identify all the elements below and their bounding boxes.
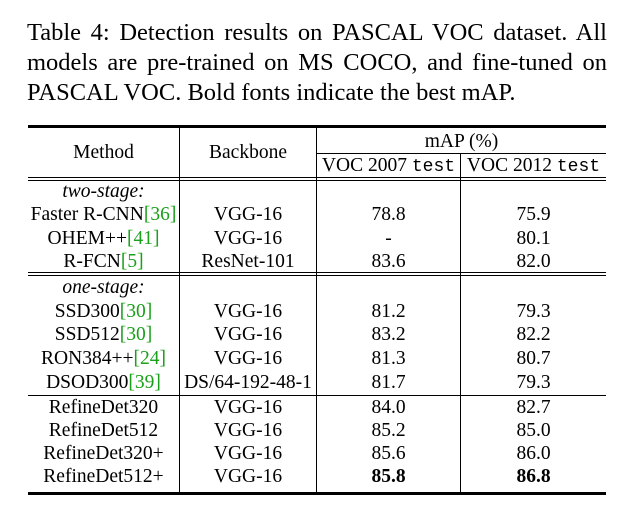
- cell-voc2007: 83.2: [371, 324, 406, 345]
- method-name: RefineDet320+: [43, 443, 164, 464]
- cell-method: R-FCN[5]: [28, 251, 179, 273]
- citation-link[interactable]: [24]: [133, 348, 166, 369]
- caption-line-2: models are pre-trained on MS COCO, and f…: [27, 49, 607, 76]
- method-name: Faster R-CNN: [30, 204, 144, 225]
- method-name: RefineDet320: [48, 397, 159, 418]
- header-map: mAP (%): [424, 131, 499, 152]
- cell-method: RefineDet512+: [28, 466, 179, 488]
- method-name: RefineDet512: [48, 420, 159, 441]
- cell-method: SSD512[30]: [28, 324, 179, 346]
- citation-link[interactable]: [30]: [119, 324, 153, 345]
- cell-voc2007: 85.8: [371, 466, 406, 487]
- cell-method: RefineDet320+: [28, 443, 179, 465]
- group-one-stage: one-stage:: [62, 277, 145, 298]
- method-name: RON384++: [41, 348, 134, 369]
- citation-link[interactable]: [41]: [126, 228, 160, 249]
- table-caption: Table 4: Detection results on PASCAL VOC…: [27, 18, 607, 108]
- cell-backbone: VGG-16: [213, 348, 283, 369]
- cell-method: DSOD300[39]: [28, 372, 179, 394]
- group-rule-a: [28, 272, 606, 273]
- cell-voc2007: 81.7: [371, 372, 406, 393]
- method-name: SSD512: [54, 324, 120, 345]
- cell-voc2012: 86.0: [516, 443, 551, 464]
- header-voc2012: VOC 2012 test: [461, 155, 606, 177]
- cell-backbone: VGG-16: [213, 397, 283, 418]
- cell-method: OHEM++[41]: [28, 228, 179, 250]
- method-name: SSD300: [54, 301, 120, 322]
- refinedet-rule: [28, 395, 606, 396]
- citation-link[interactable]: [5]: [120, 251, 144, 272]
- cell-voc2012: 80.1: [516, 228, 551, 249]
- method-name: RefineDet512+: [43, 466, 164, 487]
- cell-method: SSD300[30]: [28, 301, 179, 323]
- cell-method: RefineDet320: [28, 397, 179, 419]
- citation-link[interactable]: [39]: [128, 372, 161, 393]
- col-divider-1: [179, 128, 180, 492]
- citation-link[interactable]: [30]: [119, 301, 153, 322]
- cell-voc2007: 85.2: [371, 420, 406, 441]
- citation-link[interactable]: [36]: [143, 204, 177, 225]
- cell-backbone: VGG-16: [213, 228, 283, 249]
- cell-voc2012: 82.7: [516, 397, 551, 418]
- cell-voc2012: 86.8: [516, 466, 551, 487]
- cell-voc2012: 75.9: [516, 204, 551, 225]
- cell-voc2007: 81.3: [371, 348, 406, 369]
- method-name: R-FCN: [63, 251, 121, 272]
- cell-voc2012: 85.0: [516, 420, 551, 441]
- header-rule-a: [28, 177, 606, 178]
- cell-backbone: VGG-16: [213, 301, 283, 322]
- header-voc2012-split: test: [556, 157, 601, 177]
- method-name: OHEM++: [47, 228, 127, 249]
- header-rule-b: [28, 180, 606, 181]
- cell-voc2007: -: [385, 228, 392, 249]
- map-header-underline: [316, 153, 606, 154]
- cell-voc2007: 85.6: [371, 443, 406, 464]
- col-divider-3: [460, 153, 461, 492]
- cell-voc2012: 82.2: [516, 324, 551, 345]
- cell-voc2007: 78.8: [371, 204, 406, 225]
- method-name: DSOD300: [46, 372, 129, 393]
- caption-line-1: Table 4: Detection results on PASCAL VOC…: [27, 19, 607, 46]
- header-backbone: Backbone: [209, 142, 287, 163]
- cell-backbone: VGG-16: [213, 420, 283, 441]
- cell-method: RON384++[24]: [28, 348, 179, 370]
- cell-backbone: VGG-16: [213, 204, 283, 225]
- cell-backbone: VGG-16: [213, 466, 283, 487]
- group-two-stage: two-stage:: [62, 181, 145, 202]
- caption-line-3: PASCAL VOC. Bold fonts indicate the best…: [27, 79, 516, 106]
- header-voc2012-label: VOC 2012: [466, 155, 557, 176]
- cell-voc2012: 82.0: [516, 251, 551, 272]
- header-method: Method: [73, 142, 134, 163]
- cell-method: Faster R-CNN[36]: [28, 204, 179, 226]
- header-voc2007-label: VOC 2007: [321, 155, 412, 176]
- cell-voc2012: 80.7: [516, 348, 551, 369]
- cell-backbone: VGG-16: [213, 443, 283, 464]
- cell-backbone: VGG-16: [213, 324, 283, 345]
- cell-voc2007: 84.0: [371, 397, 406, 418]
- table-top-rule: [28, 125, 606, 128]
- col-divider-2: [316, 128, 317, 492]
- cell-voc2007: 81.2: [371, 301, 406, 322]
- cell-backbone: ResNet-101: [201, 251, 295, 272]
- header-voc2007-split: test: [411, 157, 456, 177]
- cell-voc2012: 79.3: [516, 301, 551, 322]
- cell-voc2007: 83.6: [371, 251, 406, 272]
- cell-method: RefineDet512: [28, 420, 179, 442]
- header-voc2007: VOC 2007 test: [317, 155, 460, 177]
- table-bottom-rule: [28, 492, 606, 495]
- cell-voc2012: 79.3: [516, 372, 551, 393]
- group-rule-b: [28, 275, 606, 276]
- cell-backbone: DS/64-192-48-1: [184, 372, 312, 393]
